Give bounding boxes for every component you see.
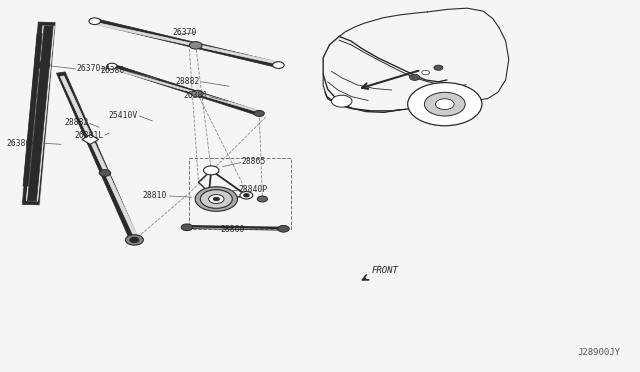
Polygon shape	[22, 22, 56, 205]
Circle shape	[213, 197, 220, 201]
Text: FRONT: FRONT	[371, 266, 398, 275]
Polygon shape	[23, 33, 42, 186]
Text: 28865: 28865	[242, 157, 266, 166]
Circle shape	[332, 95, 352, 107]
Polygon shape	[28, 26, 53, 201]
Polygon shape	[95, 22, 278, 64]
Circle shape	[107, 63, 117, 69]
Circle shape	[181, 224, 193, 231]
Circle shape	[435, 99, 454, 109]
Circle shape	[191, 90, 203, 97]
Text: 28860: 28860	[221, 225, 245, 234]
Circle shape	[89, 18, 100, 25]
Circle shape	[195, 187, 237, 211]
Polygon shape	[22, 22, 55, 205]
Circle shape	[189, 42, 202, 49]
Text: 26381L: 26381L	[74, 131, 104, 140]
Circle shape	[424, 92, 465, 116]
Polygon shape	[112, 68, 259, 112]
Circle shape	[434, 65, 443, 70]
Text: 28840P: 28840P	[238, 185, 268, 194]
Circle shape	[254, 110, 264, 116]
Circle shape	[410, 74, 420, 80]
Circle shape	[204, 166, 219, 175]
Circle shape	[278, 225, 289, 232]
Text: 28810: 28810	[142, 191, 166, 200]
Text: 28882: 28882	[175, 77, 200, 86]
Circle shape	[99, 170, 111, 176]
Polygon shape	[93, 19, 280, 67]
Text: 25410V: 25410V	[108, 111, 138, 120]
Circle shape	[422, 70, 429, 75]
Circle shape	[125, 235, 143, 245]
Circle shape	[240, 192, 253, 199]
Polygon shape	[60, 76, 138, 237]
Polygon shape	[56, 72, 139, 241]
Circle shape	[200, 190, 232, 208]
Text: 26381: 26381	[184, 92, 208, 100]
Text: 26380+A: 26380+A	[6, 139, 40, 148]
Text: 28882: 28882	[64, 118, 88, 127]
Text: J28900JY: J28900JY	[578, 348, 621, 357]
Circle shape	[257, 196, 268, 202]
Polygon shape	[82, 135, 99, 144]
Circle shape	[37, 61, 50, 69]
Text: 26370: 26370	[173, 28, 197, 37]
Polygon shape	[26, 26, 54, 201]
Circle shape	[209, 195, 224, 203]
Text: 26380: 26380	[100, 66, 125, 75]
Circle shape	[244, 194, 249, 197]
Circle shape	[130, 237, 139, 243]
Circle shape	[408, 83, 482, 126]
Text: 26370+A: 26370+A	[77, 64, 111, 73]
Circle shape	[273, 62, 284, 68]
Polygon shape	[110, 64, 261, 115]
